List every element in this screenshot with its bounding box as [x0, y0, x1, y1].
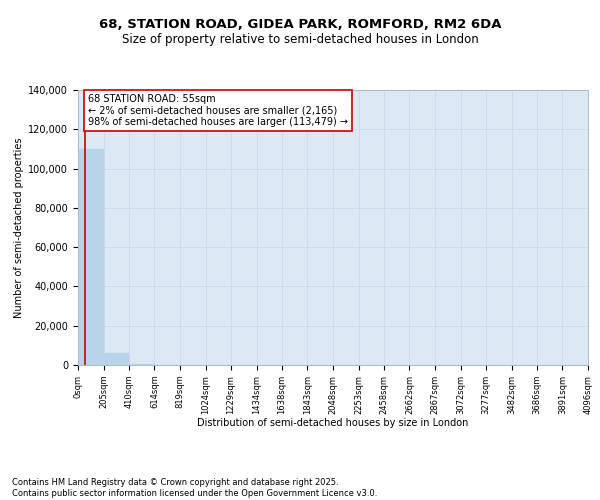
Bar [129, 364, 154, 365]
Text: Contains HM Land Registry data © Crown copyright and database right 2025.
Contai: Contains HM Land Registry data © Crown c… [12, 478, 377, 498]
Bar [78, 149, 104, 365]
X-axis label: Distribution of semi-detached houses by size in London: Distribution of semi-detached houses by … [197, 418, 469, 428]
Y-axis label: Number of semi-detached properties: Number of semi-detached properties [14, 137, 24, 318]
Text: Size of property relative to semi-detached houses in London: Size of property relative to semi-detach… [122, 32, 478, 46]
Bar [104, 353, 129, 365]
Text: 68 STATION ROAD: 55sqm
← 2% of semi-detached houses are smaller (2,165)
98% of s: 68 STATION ROAD: 55sqm ← 2% of semi-deta… [88, 94, 348, 127]
Text: 68, STATION ROAD, GIDEA PARK, ROMFORD, RM2 6DA: 68, STATION ROAD, GIDEA PARK, ROMFORD, R… [99, 18, 501, 30]
